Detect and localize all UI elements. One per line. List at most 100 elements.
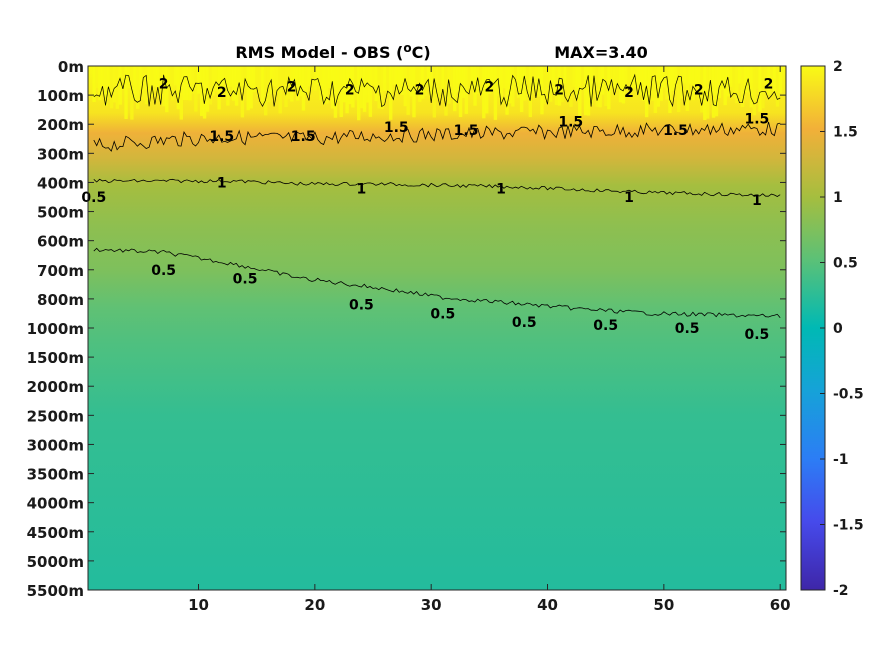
contour-label: 1.5 <box>291 129 316 145</box>
surface-noise-cell <box>391 66 396 85</box>
surface-noise-cell <box>694 66 698 85</box>
surface-noise-cell <box>263 66 268 116</box>
surface-noise-cell <box>147 66 152 90</box>
surface-noise-cell <box>450 66 454 97</box>
surface-noise-cell <box>601 66 605 95</box>
surface-noise-cell <box>546 66 550 101</box>
colorbar-tick-label: 0.5 <box>833 256 858 272</box>
surface-noise-cell <box>511 66 515 107</box>
surface-noise-cell <box>711 66 716 118</box>
surface-noise-cell <box>717 66 722 98</box>
surface-noise-cell <box>246 66 250 111</box>
surface-noise-cell <box>642 66 646 101</box>
surface-noise-cell <box>403 66 407 107</box>
surface-noise-cell <box>534 66 538 86</box>
x-tick-label: 60 <box>770 596 791 614</box>
surface-noise-cell <box>444 66 448 116</box>
surface-noise-cell <box>101 66 105 87</box>
surface-noise-cell <box>348 66 352 105</box>
surface-noise-cell <box>755 66 759 89</box>
surface-noise-cell <box>493 66 498 120</box>
x-tick-label: 20 <box>304 596 325 614</box>
surface-noise-cell <box>615 66 620 86</box>
surface-noise-cell <box>130 66 134 120</box>
surface-noise-cell <box>188 66 192 101</box>
surface-noise-cell <box>249 66 253 109</box>
chart-title-unit: C) <box>412 43 431 62</box>
y-tick-label: 5500m <box>27 582 84 600</box>
y-tick-label: 400m <box>37 174 84 192</box>
surface-noise-cell <box>325 66 329 104</box>
surface-noise-cell <box>551 66 556 93</box>
surface-noise-cell <box>197 66 201 94</box>
surface-noise-cell <box>336 66 341 101</box>
surface-noise-cell <box>461 66 466 98</box>
surface-noise-cell <box>604 66 608 107</box>
surface-noise-cell <box>659 66 663 101</box>
surface-noise-cell <box>365 66 370 103</box>
y-tick-label: 100m <box>37 87 84 105</box>
surface-noise-cell <box>578 66 582 120</box>
surface-noise-cell <box>272 66 277 86</box>
surface-noise-layer <box>92 66 783 121</box>
surface-noise-cell <box>159 66 163 102</box>
surface-noise-cell <box>540 66 544 115</box>
contour-label: 1 <box>496 181 506 197</box>
surface-noise-cell <box>775 66 780 107</box>
surface-noise-cell <box>772 66 777 93</box>
chart-title: RMS Model - OBS (oC) <box>235 41 430 62</box>
y-tick-label: 2500m <box>27 407 84 425</box>
surface-noise-cell <box>612 66 617 89</box>
surface-noise-cell <box>662 66 666 88</box>
contour-line-1 <box>93 178 781 197</box>
surface-noise-cell <box>738 66 742 84</box>
surface-noise-cell <box>423 66 428 96</box>
x-tick-label: 10 <box>188 596 209 614</box>
surface-noise-cell <box>141 66 146 101</box>
surface-noise-cell <box>548 66 553 102</box>
surface-noise-cell <box>554 66 559 106</box>
colorbar-tick-label: -1.5 <box>833 518 864 534</box>
surface-noise-cell <box>98 66 102 101</box>
surface-noise-cell <box>644 66 649 118</box>
surface-noise-cell <box>199 66 204 116</box>
surface-noise-cell <box>441 66 445 89</box>
x-tick-label: 30 <box>421 596 442 614</box>
surface-noise-cell <box>589 66 594 106</box>
contour-label: 1.5 <box>209 129 234 145</box>
surface-noise-cell <box>583 66 588 116</box>
contour-label: 0.5 <box>512 315 537 331</box>
surface-noise-cell <box>519 66 524 112</box>
surface-noise-cell <box>406 66 410 115</box>
surface-noise-cell <box>668 66 672 113</box>
surface-noise-cell <box>165 66 169 113</box>
contour-labels: 2 2 2 2 2 2 2 2 2 2 1.5 1.5 1.5 1.5 1.5 1.5 1.5 1 1 1 1 1 0.5 0… <box>81 76 773 342</box>
surface-noise-cell <box>522 66 527 101</box>
surface-noise-cell <box>743 66 748 93</box>
surface-noise-cell <box>211 66 216 96</box>
surface-noise-cell <box>647 66 652 97</box>
contour-label: 2 <box>345 82 355 98</box>
y-tick-label: 4500m <box>27 524 84 542</box>
contour-label: 0.5 <box>430 306 455 322</box>
surface-noise-cell <box>438 66 442 99</box>
surface-noise-cell <box>374 66 378 102</box>
surface-noise-cell <box>115 66 120 109</box>
y-tick-label: 800m <box>37 291 84 309</box>
surface-noise-cell <box>389 66 393 120</box>
surface-noise-cell <box>697 66 701 100</box>
max-annotation: MAX=3.40 <box>554 43 648 62</box>
surface-noise-cell <box>671 66 675 92</box>
surface-noise-cell <box>592 66 597 85</box>
surface-noise-cell <box>770 66 774 85</box>
surface-noise-cell <box>580 66 585 90</box>
colorbar-tick-label: -2 <box>833 583 849 599</box>
contour-label: 1.5 <box>384 120 409 136</box>
surface-noise-cell <box>202 66 207 119</box>
surface-noise-cell <box>761 66 765 109</box>
surface-noise-cell <box>229 66 233 87</box>
surface-noise-cell <box>153 66 157 87</box>
surface-noise-cell <box>243 66 248 85</box>
contour-label: 2 <box>415 82 425 98</box>
surface-noise-cell <box>121 66 125 91</box>
